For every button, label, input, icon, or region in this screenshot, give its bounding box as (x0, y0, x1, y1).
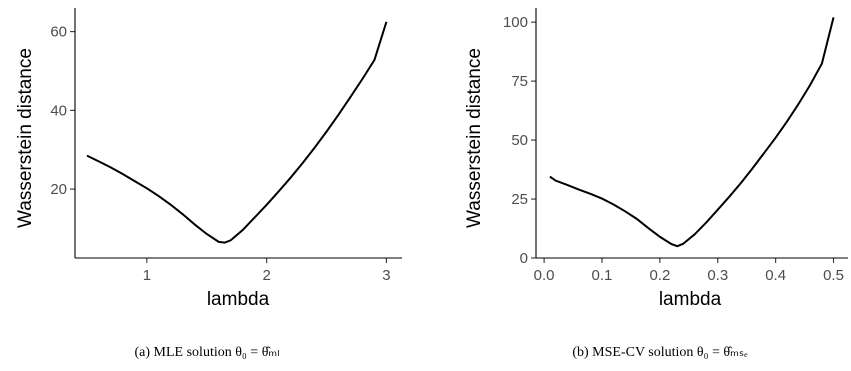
panel-a: Wasserstein distance 1 2 3 20 40 60 lambda (a… (15, 8, 402, 360)
panel-b-x-tick-label: 0.1 (592, 267, 613, 284)
panel-a-y-tick-label: 40 (50, 102, 67, 119)
panel-b-y-tick-label: 0 (520, 250, 528, 267)
panel-b-x-tick-label: 0.2 (649, 267, 670, 284)
panel-a-x-tick-label: 2 (262, 267, 270, 284)
panel-b-y-tick-label: 50 (511, 132, 528, 149)
panel-b-x-tick-label: 0.3 (707, 267, 728, 284)
panel-a-y-tick-label: 60 (50, 24, 67, 41)
panel-b-plot: 0.0 0.1 0.2 0.3 0.4 0.5 0 25 50 75 100 (503, 14, 844, 284)
panel-a-xlabel: lambda (207, 289, 270, 310)
panel-a-ylabel: Wasserstein distance (15, 48, 36, 228)
panel-a-x-tick-label: 3 (382, 267, 390, 284)
panel-b-x-tick-label: 0.5 (823, 267, 844, 284)
panel-b-y-tick-label: 25 (511, 191, 528, 208)
panel-b: Wasserstein distance 0.0 0.1 0.2 0.3 0.4 0.50… (464, 8, 848, 360)
panel-b-y-tick-label: 100 (503, 14, 528, 31)
panel-b-x-tick-label: 0.4 (765, 267, 786, 284)
panel-b-caption: (b) MSE-CV solution θ₀ = θ̂ₘₛₑ (572, 345, 748, 360)
panel-b-y-tick-label: 75 (511, 73, 528, 90)
panel-b-x-tick-label: 0.0 (534, 267, 555, 284)
panel-b-xlabel: lambda (659, 289, 722, 310)
panel-a-plot: 1 2 3 20 40 60 (50, 21, 391, 284)
panel-b-ylabel: Wasserstein distance (464, 48, 485, 228)
panel-a-caption: (a) MLE solution θ₀ = θ̂ₘₗ (135, 345, 280, 360)
panel-b-series-line (549, 17, 835, 248)
panel-a-x-tick-label: 1 (143, 267, 151, 284)
panel-a-y-tick-label: 20 (50, 181, 67, 198)
panel-a-series-line (86, 21, 388, 244)
